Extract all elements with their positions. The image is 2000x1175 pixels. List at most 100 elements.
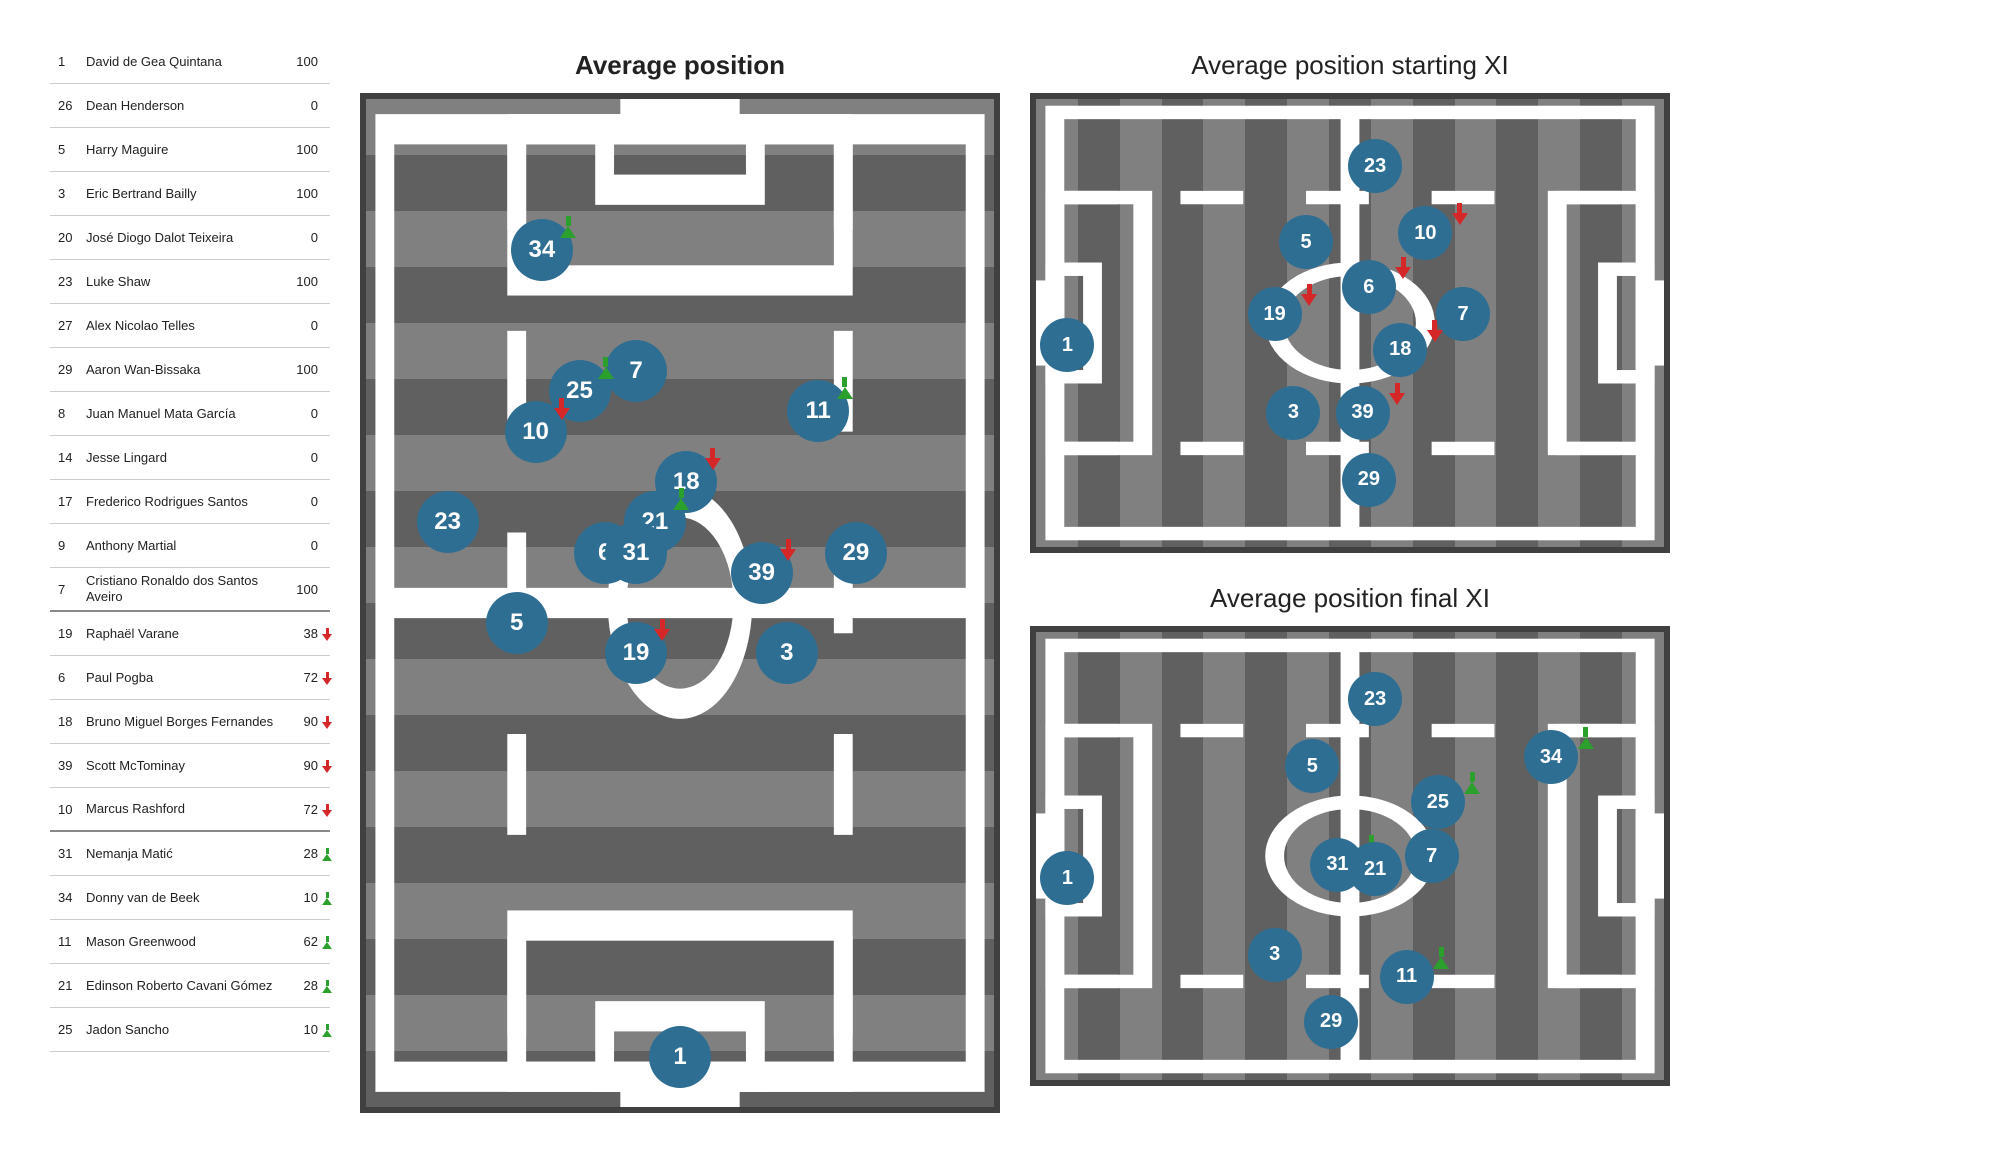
player-marker: 23 [1348, 672, 1402, 726]
player-minutes: 0 [284, 450, 330, 465]
player-number: 18 [50, 714, 86, 729]
roster-row: 26Dean Henderson0 [50, 84, 330, 128]
sub-on-icon [1578, 727, 1594, 749]
player-number: 1 [50, 54, 86, 69]
player-name: Paul Pogba [86, 670, 284, 686]
player-name: Harry Maguire [86, 142, 284, 158]
sub-off-icon [780, 539, 796, 561]
sub-off-icon [1427, 320, 1443, 342]
player-number: 5 [50, 142, 86, 157]
main-pitch-wrap: Average position 13472510111821236312939… [360, 40, 1000, 1135]
player-number: 9 [50, 538, 86, 553]
player-marker: 18 [1373, 323, 1427, 377]
player-number: 29 [50, 362, 86, 377]
player-name: Scott McTominay [86, 758, 284, 774]
player-name: Jesse Lingard [86, 450, 284, 466]
player-number: 23 [50, 274, 86, 289]
sub-off-icon [1452, 203, 1468, 225]
player-marker: 7 [1405, 829, 1459, 883]
sub-off-icon [322, 716, 332, 729]
player-marker: 5 [1285, 739, 1339, 793]
player-name: David de Gea Quintana [86, 54, 284, 70]
roster-row: 8Juan Manuel Mata García0 [50, 392, 330, 436]
player-marker: 34 [1524, 730, 1578, 784]
player-marker: 3 [1248, 928, 1302, 982]
roster-row: 10Marcus Rashford72 [50, 788, 330, 832]
player-minutes: 0 [284, 318, 330, 333]
player-marker: 39 [1336, 386, 1390, 440]
player-minutes: 0 [284, 406, 330, 421]
player-marker: 23 [417, 491, 479, 553]
roster-row: 14Jesse Lingard0 [50, 436, 330, 480]
player-number: 14 [50, 450, 86, 465]
roster-row: 31Nemanja Matić28 [50, 832, 330, 876]
sub-on-icon [1433, 947, 1449, 969]
player-marker: 5 [486, 592, 548, 654]
roster-row: 5Harry Maguire100 [50, 128, 330, 172]
player-name: Alex Nicolao Telles [86, 318, 284, 334]
sub-off-icon [322, 628, 332, 641]
player-minutes: 62 [284, 934, 330, 949]
sub-on-icon [673, 488, 689, 510]
player-number: 19 [50, 626, 86, 641]
starting-pitch-wrap: Average position starting XI 12351061971… [1030, 40, 1670, 553]
player-number: 17 [50, 494, 86, 509]
player-number: 11 [50, 934, 86, 949]
sub-off-icon [705, 448, 721, 470]
player-number: 8 [50, 406, 86, 421]
roster-row: 7Cristiano Ronaldo dos Santos Aveiro100 [50, 568, 330, 612]
player-minutes: 10 [284, 890, 330, 905]
roster-row: 25Jadon Sancho10 [50, 1008, 330, 1052]
player-name: Dean Henderson [86, 98, 284, 114]
player-marker: 5 [1279, 215, 1333, 269]
player-marker: 7 [1436, 287, 1490, 341]
player-number: 10 [50, 802, 86, 817]
sub-on-icon [598, 357, 614, 379]
player-minutes: 0 [284, 230, 330, 245]
player-number: 39 [50, 758, 86, 773]
roster-row: 17Frederico Rodrigues Santos0 [50, 480, 330, 524]
player-number: 21 [50, 978, 86, 993]
player-number: 20 [50, 230, 86, 245]
player-minutes: 0 [284, 494, 330, 509]
roster-row: 23Luke Shaw100 [50, 260, 330, 304]
player-minutes: 28 [284, 978, 330, 993]
player-minutes: 90 [284, 714, 330, 729]
player-minutes: 0 [284, 98, 330, 113]
player-marker: 10 [1398, 206, 1452, 260]
sub-on-icon [560, 216, 576, 238]
sub-on-icon [322, 848, 332, 861]
player-name: José Diogo Dalot Teixeira [86, 230, 284, 246]
player-number: 3 [50, 186, 86, 201]
player-number: 27 [50, 318, 86, 333]
player-marker: 29 [1342, 453, 1396, 507]
player-marker: 1 [1040, 318, 1094, 372]
player-marker: 1 [649, 1026, 711, 1088]
roster-row: 3Eric Bertrand Bailly100 [50, 172, 330, 216]
player-number: 7 [50, 582, 86, 597]
sub-on-icon [837, 377, 853, 399]
sub-off-icon [322, 804, 332, 817]
player-number: 25 [50, 1022, 86, 1037]
player-minutes: 72 [284, 670, 330, 685]
sub-off-icon [1389, 383, 1405, 405]
player-marker: 3 [756, 622, 818, 684]
final-pitch-title: Average position final XI [1030, 583, 1670, 614]
roster-row: 9Anthony Martial0 [50, 524, 330, 568]
sub-off-icon [554, 398, 570, 420]
starting-pitch-title: Average position starting XI [1030, 50, 1670, 81]
player-marker: 3 [1266, 386, 1320, 440]
roster-table: 1David de Gea Quintana10026Dean Henderso… [50, 40, 330, 1135]
main-pitch-title: Average position [575, 50, 785, 81]
player-minutes: 100 [284, 362, 330, 377]
sub-off-icon [654, 619, 670, 641]
player-marker: 23 [1348, 139, 1402, 193]
player-name: Donny van de Beek [86, 890, 284, 906]
roster-row: 6Paul Pogba72 [50, 656, 330, 700]
player-minutes: 72 [284, 802, 330, 817]
roster-row: 27Alex Nicolao Telles0 [50, 304, 330, 348]
roster-row: 1David de Gea Quintana100 [50, 40, 330, 84]
player-name: Juan Manuel Mata García [86, 406, 284, 422]
player-name: Edinson Roberto Cavani Gómez [86, 978, 284, 994]
player-minutes: 0 [284, 538, 330, 553]
